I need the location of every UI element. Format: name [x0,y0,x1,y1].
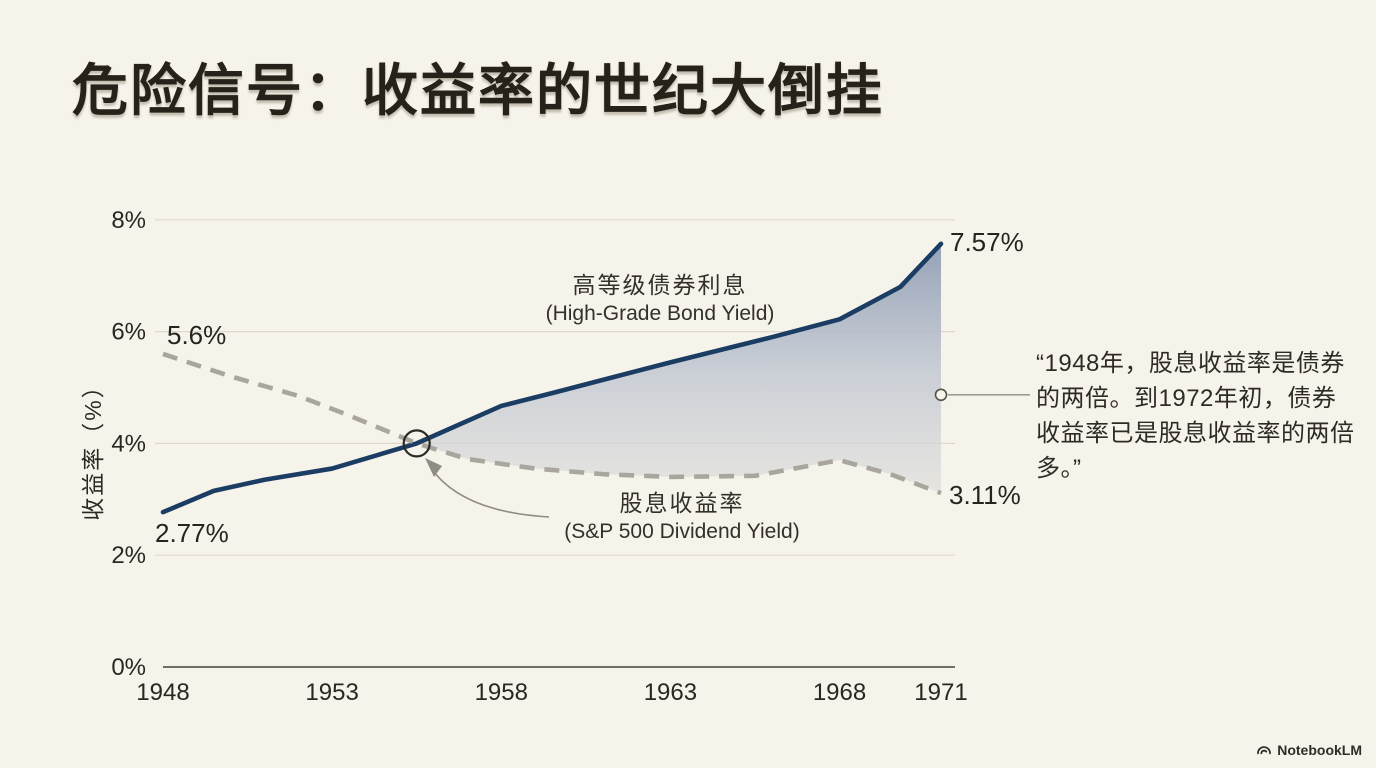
dividend-series-label-zh: 股息收益率 [619,490,745,516]
x-tick-label: 1968 [813,679,866,706]
dividend-series-label: 股息收益率 (S&P 500 Dividend Yield) [482,488,882,546]
quote-annotation: “1948年，股息收益率是债券的两倍。到1972年初，债券收益率已是股息收益率的… [1036,350,1355,482]
y-tick-label: 6% [111,319,146,346]
crossover-circle [402,429,431,458]
page-title: 危险信号：收益率的世纪大倒挂 [72,61,884,123]
arrow-curve [430,467,550,518]
y-tick-label: 4% [111,430,146,457]
y-tick-label: 0% [111,654,146,681]
value-label: 2.77% [155,518,229,548]
notebooklm-label: NotebookLM [1277,742,1362,758]
bond-series-label: 高等级债券利息 (High-Grade Bond Yield) [460,270,860,328]
notebooklm-icon [1257,746,1272,755]
y-axis-title: 收益率（%） [80,373,106,521]
area-between-yields [416,243,941,494]
x-tick-label: 1948 [136,679,189,706]
notebooklm-brand: NotebookLM [1256,742,1362,758]
bond-yield-line [160,241,944,515]
arrow-head-icon [425,458,442,477]
x-tick-label: 1971 [914,679,967,706]
y-tick-label: 2% [111,542,146,569]
callout-circle [934,388,948,402]
x-tick-label: 1963 [644,679,697,706]
x-tick-label: 1953 [305,679,358,706]
bond-series-label-en: (High-Grade Bond Yield) [545,302,775,325]
y-tick-label: 8% [111,207,146,234]
value-label: 3.11% [949,480,1021,510]
value-label: 7.57% [950,227,1024,257]
dividend-series-label-en: (S&P 500 Dividend Yield) [564,520,800,543]
bond-series-label-zh: 高等级债券利息 [572,272,748,298]
value-label: 5.6% [167,320,226,350]
x-tick-label: 1958 [475,679,528,706]
